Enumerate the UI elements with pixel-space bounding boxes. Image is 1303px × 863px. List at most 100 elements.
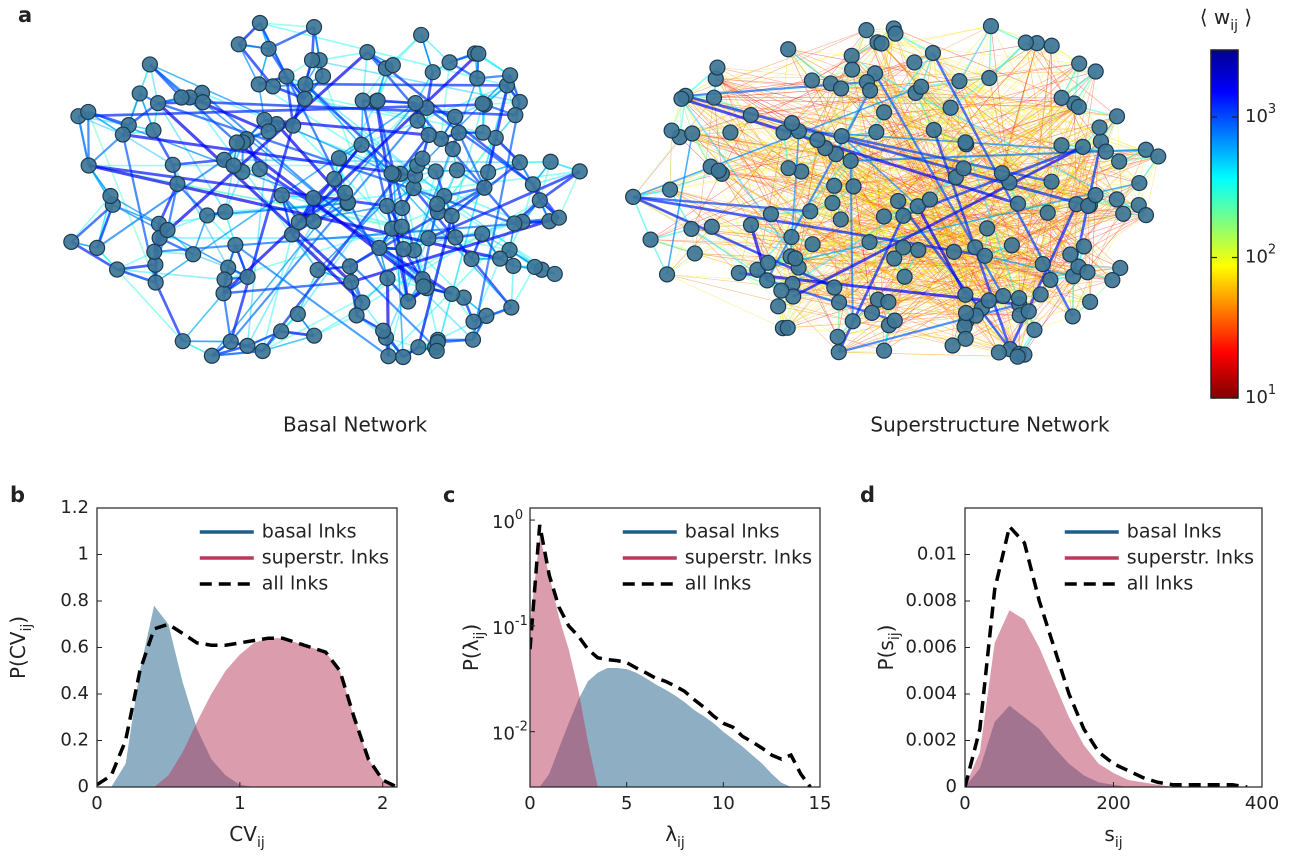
x-tick-label: 1 bbox=[234, 793, 245, 814]
network-node bbox=[685, 126, 700, 141]
network-node bbox=[395, 201, 410, 216]
network-node bbox=[731, 266, 746, 281]
network-node bbox=[1151, 149, 1166, 164]
network-node bbox=[255, 344, 270, 359]
network-node bbox=[411, 340, 426, 355]
network-node bbox=[274, 324, 289, 339]
network-node bbox=[981, 293, 996, 308]
network-node bbox=[982, 70, 997, 85]
network-node bbox=[958, 331, 973, 346]
network-node bbox=[845, 62, 860, 77]
network-node bbox=[1092, 120, 1107, 135]
panel-letter: b bbox=[10, 483, 25, 507]
network-node bbox=[408, 96, 423, 111]
y-tick-label-exp: -1 bbox=[515, 614, 528, 629]
network-node bbox=[449, 163, 464, 178]
network-node bbox=[410, 113, 425, 128]
network-node bbox=[743, 217, 758, 232]
network-node bbox=[175, 334, 190, 349]
network-node bbox=[864, 305, 879, 320]
network-node bbox=[1065, 309, 1080, 324]
network-node bbox=[261, 124, 276, 139]
panel-letter: d bbox=[860, 483, 875, 507]
y-axis-label: P(CVij) bbox=[6, 616, 36, 679]
network-node bbox=[1075, 139, 1090, 154]
y-tick-label: 0.8 bbox=[60, 590, 89, 611]
network-node bbox=[344, 275, 359, 290]
network-node bbox=[252, 15, 267, 30]
network-node bbox=[710, 60, 725, 75]
network-node bbox=[1040, 205, 1055, 220]
network-node bbox=[996, 289, 1011, 304]
legend-label: basal lnks bbox=[262, 521, 357, 543]
x-axis-label-part: CV bbox=[229, 822, 257, 846]
network-node bbox=[771, 299, 786, 314]
x-axis-label-part: λ bbox=[665, 822, 677, 846]
colorbar-label-part: ⟩ bbox=[1238, 5, 1252, 29]
network-node bbox=[475, 226, 490, 241]
legend-label: basal lnks bbox=[685, 521, 780, 543]
network-node bbox=[370, 93, 385, 108]
y-axis-label-part: P(λ bbox=[459, 639, 483, 671]
network-node bbox=[874, 36, 889, 51]
network-node bbox=[306, 214, 321, 229]
y-tick-label: 0.01 bbox=[917, 544, 957, 565]
colorbar-tick-label-exp: 1 bbox=[1268, 383, 1276, 398]
network-node bbox=[869, 124, 884, 139]
network-node bbox=[223, 334, 238, 349]
x-tick-label: 200 bbox=[1096, 793, 1130, 814]
network-node bbox=[844, 48, 859, 63]
network-node bbox=[165, 157, 180, 172]
y-tick-label: 0.4 bbox=[60, 683, 89, 704]
network-node bbox=[674, 91, 689, 106]
y-tick-label-base: 10 bbox=[492, 724, 515, 745]
network-node bbox=[863, 83, 878, 98]
network-edge bbox=[839, 352, 1018, 356]
x-axis-label-sub: ij bbox=[677, 835, 685, 851]
network-node bbox=[414, 27, 429, 42]
network-node bbox=[252, 162, 267, 177]
network-node bbox=[1054, 138, 1069, 153]
network-node bbox=[547, 266, 562, 281]
network-node bbox=[430, 196, 445, 211]
network-node bbox=[471, 46, 486, 61]
network-node bbox=[360, 45, 375, 60]
network-node bbox=[774, 283, 789, 298]
network-node bbox=[265, 79, 280, 94]
network-node bbox=[1076, 239, 1091, 254]
network-node bbox=[442, 55, 457, 70]
network-node bbox=[354, 137, 369, 152]
network-node bbox=[1010, 196, 1025, 211]
network-node bbox=[380, 271, 395, 286]
x-axis-label: sij bbox=[1104, 822, 1122, 852]
y-tick-label: 0.004 bbox=[905, 683, 957, 704]
network-node bbox=[876, 209, 891, 224]
network-node bbox=[90, 240, 105, 255]
network-node bbox=[216, 286, 231, 301]
network-node bbox=[810, 133, 825, 148]
network-node bbox=[416, 279, 431, 294]
network-node bbox=[952, 74, 967, 89]
x-axis-label-sub: ij bbox=[1115, 835, 1123, 851]
x-tick-label: 2 bbox=[377, 793, 388, 814]
colorbar-label-sub: ij bbox=[1230, 18, 1238, 34]
network-node bbox=[447, 109, 462, 124]
network-node bbox=[261, 41, 276, 56]
network-node bbox=[888, 26, 903, 41]
x-tick-label: 400 bbox=[1245, 793, 1279, 814]
network-node bbox=[251, 77, 266, 92]
network-node bbox=[425, 65, 440, 80]
network-node bbox=[298, 77, 313, 92]
network-node bbox=[170, 176, 185, 191]
y-tick-label: 10-1 bbox=[492, 614, 528, 639]
network-node bbox=[504, 300, 519, 315]
y-tick-label: 1 bbox=[78, 544, 89, 565]
network-node bbox=[551, 210, 566, 225]
network-node bbox=[1116, 206, 1131, 221]
network-node bbox=[959, 305, 974, 320]
network-edge bbox=[156, 282, 183, 341]
network-node bbox=[845, 314, 860, 329]
legend-label: superstr. lnks bbox=[1127, 547, 1254, 569]
network-node bbox=[376, 323, 391, 338]
network-node bbox=[859, 23, 874, 38]
